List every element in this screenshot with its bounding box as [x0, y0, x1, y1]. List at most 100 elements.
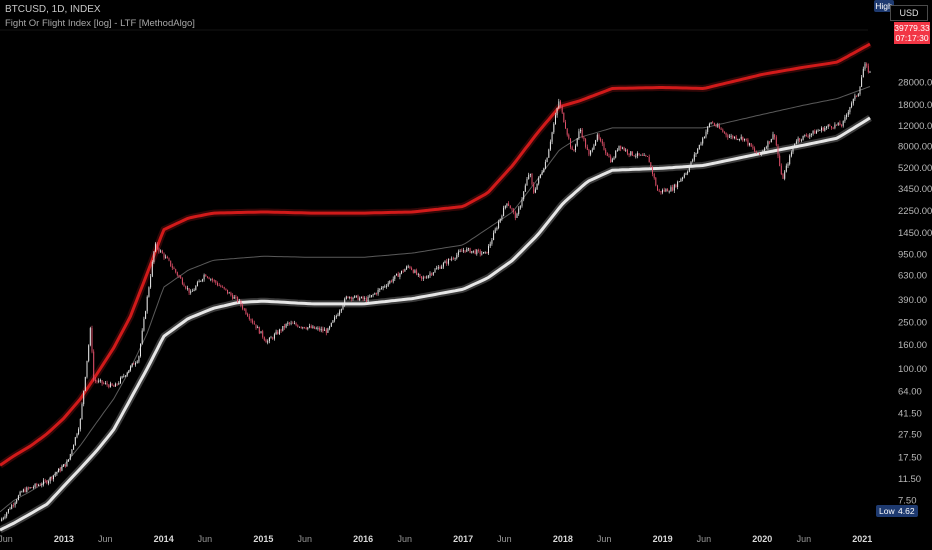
candle-body — [354, 295, 356, 298]
band-layer — [0, 40, 872, 534]
candle-body — [713, 123, 715, 126]
candle-body — [749, 143, 750, 145]
candle-body — [523, 191, 525, 200]
last-price-badge — [894, 22, 930, 44]
candle-body — [118, 383, 120, 385]
candle-body — [593, 145, 595, 150]
candle-body — [754, 148, 756, 152]
candle-body — [613, 157, 615, 160]
x-tick-label: 2017 — [453, 534, 473, 544]
candle-body — [683, 174, 685, 178]
y-tick-label: 160.00 — [898, 340, 927, 351]
candle-body — [509, 205, 511, 209]
candle-body — [447, 259, 449, 264]
candle-body — [638, 153, 640, 155]
x-tick-label: 2016 — [353, 534, 373, 544]
candle-body — [330, 322, 332, 327]
candle-body — [575, 145, 576, 150]
candle-body — [794, 143, 796, 148]
candle-body — [334, 317, 336, 321]
candle-body — [263, 337, 265, 341]
candle-body — [54, 473, 56, 476]
candle-body — [698, 144, 700, 149]
candle-body — [563, 112, 565, 123]
candle-body — [213, 280, 215, 281]
candle-body — [79, 419, 81, 430]
candle-body — [141, 330, 143, 344]
candle-body — [625, 149, 627, 151]
candle-body — [685, 173, 687, 175]
candle-body — [667, 189, 669, 192]
candle-body — [665, 189, 667, 192]
candle-body — [488, 246, 489, 254]
candle-body — [831, 126, 832, 128]
candle-body — [837, 122, 839, 125]
y-tick-label: 950.00 — [898, 250, 927, 261]
currency-button[interactable]: USD — [890, 5, 928, 21]
candle-body — [99, 380, 101, 381]
candle-body — [546, 157, 548, 163]
candle-body — [442, 263, 444, 267]
candle-body — [175, 269, 177, 273]
candle-body — [775, 137, 777, 146]
candle-body — [153, 251, 155, 262]
candle-body — [138, 356, 140, 362]
candle-body — [745, 138, 747, 140]
candle-body — [168, 258, 170, 261]
candle-body — [555, 115, 556, 125]
candle-body — [205, 274, 207, 277]
candle-body — [273, 334, 275, 339]
candle-body — [68, 459, 70, 462]
candle-body — [163, 253, 165, 258]
x-tick-label: Jun — [0, 534, 13, 544]
candle-body — [705, 131, 707, 137]
candle-body — [782, 174, 784, 179]
candle-body — [29, 487, 31, 489]
candle-body — [742, 136, 744, 141]
candle-body — [478, 250, 479, 251]
candle-body — [841, 125, 843, 126]
candle-body — [513, 209, 515, 212]
candle-body — [104, 383, 106, 384]
indicator-title[interactable]: Fight Or Flight Index [log] - LTF [Metho… — [5, 18, 195, 29]
candle-body — [288, 322, 290, 324]
y-tick-label: 250.00 — [898, 317, 927, 328]
candle-body — [11, 505, 13, 509]
candle-body — [631, 151, 633, 156]
candle-body — [618, 145, 620, 151]
candle-body — [827, 125, 829, 127]
candle-body — [615, 150, 617, 158]
candle-body — [576, 138, 578, 146]
candle-body — [335, 315, 337, 318]
candle-body — [14, 502, 16, 506]
candle-body — [238, 300, 240, 302]
candle-body — [643, 155, 645, 156]
candle-body — [608, 156, 610, 157]
candle-body — [71, 449, 73, 454]
candle-body — [7, 509, 9, 513]
candle-body — [307, 327, 309, 329]
candle-body — [533, 184, 535, 193]
candle-body — [809, 134, 811, 137]
candle-body — [320, 328, 322, 331]
candle-body — [212, 279, 213, 281]
symbol-title[interactable]: BTCUSD, 1D, INDEX — [5, 4, 101, 15]
candle-body — [657, 185, 658, 191]
candle-body — [819, 130, 821, 131]
candle-body — [312, 326, 314, 328]
candle-body — [421, 276, 423, 279]
candle-body — [623, 147, 625, 151]
candle-body — [200, 280, 202, 282]
candle-body — [243, 308, 245, 310]
candle-body — [345, 296, 347, 299]
candle-body — [217, 283, 218, 286]
candle-body — [707, 126, 709, 132]
candle-body — [565, 122, 566, 129]
candle-body — [757, 153, 759, 154]
candle-body — [479, 250, 481, 255]
candle-body — [682, 177, 684, 179]
candle-body — [441, 266, 443, 269]
candle-body — [747, 139, 749, 145]
candle-body — [64, 464, 66, 467]
